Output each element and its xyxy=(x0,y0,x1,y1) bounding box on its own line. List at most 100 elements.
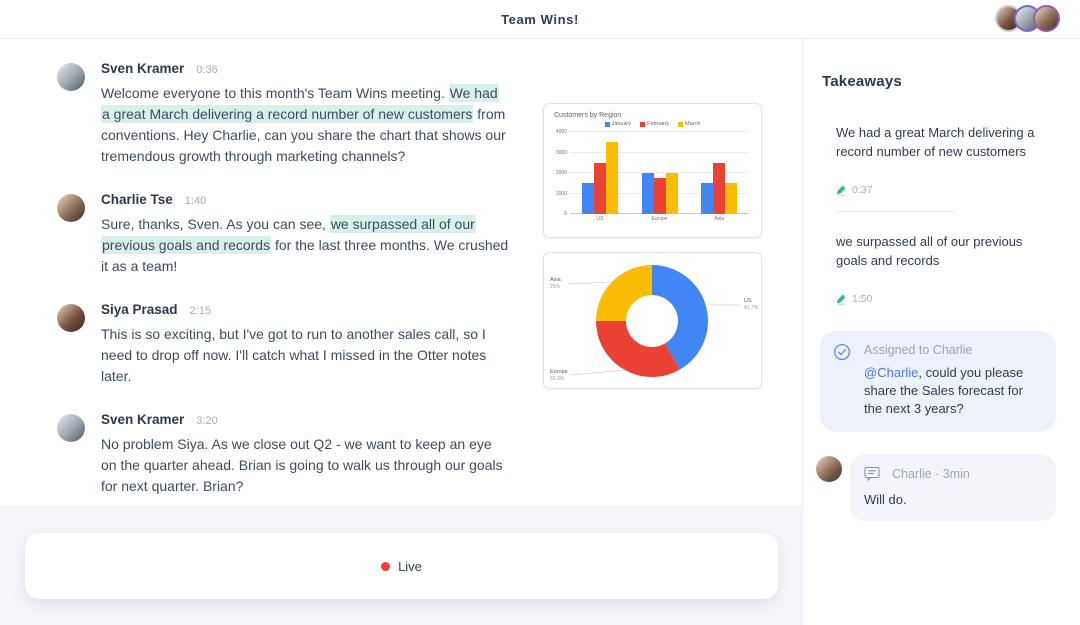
bar-chart-title: Customers by Region xyxy=(554,112,622,119)
participant-avatar[interactable] xyxy=(1033,5,1060,32)
y-axis-tick: 4000 xyxy=(555,129,567,135)
x-axis-label: Asia xyxy=(714,216,725,222)
transcript-message: Siya Prasad 2:15 This is so exciting, but … xyxy=(57,302,509,387)
donut-slice-us xyxy=(652,265,708,370)
bar-chart-legend: January February March xyxy=(552,121,753,127)
bar-chart-card: Customers by Region January February March… xyxy=(543,103,762,238)
speaker-name: Sven Kramer xyxy=(101,61,185,76)
gridline xyxy=(570,131,749,132)
shared-charts: Customers by Region January February March… xyxy=(543,103,762,389)
plain-text: Welcome everyone to this month's Team Wi… xyxy=(101,85,449,101)
plain-text: Sure, thanks, Sven. As you can see, xyxy=(101,216,330,232)
reply-text: Will do. xyxy=(864,492,907,507)
takeaway-item[interactable]: we surpassed all of our previous goals a… xyxy=(836,232,1056,305)
y-axis-tick: 1000 xyxy=(555,190,567,197)
message-text: This is so exciting, but I've got to run… xyxy=(101,324,509,387)
plain-text: from conventions. Hey Charlie, can you s… xyxy=(101,106,506,164)
donut-slice-europe xyxy=(596,321,680,377)
divider xyxy=(836,211,954,212)
legend-item: January xyxy=(604,121,631,127)
reply-card[interactable]: Charlie · 3min Will do. xyxy=(850,454,1056,521)
slice-label: US xyxy=(744,298,752,304)
speaker-avatar[interactable] xyxy=(57,414,85,442)
bar-march-europe xyxy=(665,173,678,214)
plain-text: for the last three months. We crushed it… xyxy=(101,237,509,274)
y-axis-tick: 2000 xyxy=(555,170,567,176)
slice-label: Asia xyxy=(550,277,562,283)
live-dot-icon xyxy=(381,561,391,571)
bar-group xyxy=(570,132,630,214)
participant-avatars xyxy=(995,5,1060,32)
reply-meta: Charlie · 3min xyxy=(892,466,970,481)
plain-text: This is so exciting, but I've got to run… xyxy=(101,326,487,384)
takeaways-panel: Takeaways We had a great March deliverin… xyxy=(803,39,1080,625)
speaker-avatar[interactable] xyxy=(57,194,85,222)
assignment-status: Assigned to Charlie xyxy=(864,343,973,357)
reply-row: Charlie · 3min Will do. xyxy=(816,454,1056,521)
y-axis-tick: 0 xyxy=(564,211,567,217)
bar-chart-x-labels: US Europe Asia xyxy=(570,216,749,222)
donut-chart-card: US 41.7% Europe 33.3% Asia 25% xyxy=(543,252,762,389)
slice-label: Europe xyxy=(550,369,568,375)
bar-january-europe xyxy=(641,173,654,214)
slice-percentage: 25% xyxy=(550,284,561,290)
bar-january-us xyxy=(581,183,594,214)
message-timestamp[interactable]: 2:15 xyxy=(189,305,211,317)
plain-text: No problem Siya. As we close out Q2 - we… xyxy=(101,436,503,494)
transcript: Sven Kramer 0:36 Welcome everyone to this … xyxy=(57,61,509,522)
takeaway-timestamp[interactable]: 0:37 xyxy=(852,184,873,196)
takeaway-timestamp[interactable]: 1:50 xyxy=(852,293,873,305)
slice-percentage: 33.3% xyxy=(550,376,565,382)
mention-link[interactable]: @Charlie xyxy=(864,365,919,380)
message-timestamp[interactable]: 0:36 xyxy=(196,64,218,76)
takeaway-item[interactable]: We had a great March delivering a record… xyxy=(836,123,1056,196)
x-axis-label: US xyxy=(596,216,604,222)
footer-area: Live xyxy=(0,505,802,625)
legend-swatch xyxy=(678,121,684,127)
speaker-name: Sven Kramer xyxy=(101,412,185,427)
message-timestamp[interactable]: 1:40 xyxy=(184,195,207,207)
assignment-body: , could you please share the Sales forec… xyxy=(864,365,1024,416)
takeaways-title: Takeaways xyxy=(822,73,902,90)
comment-icon xyxy=(864,466,880,481)
message-timestamp[interactable]: 3:20 xyxy=(196,415,218,427)
legend-item: March xyxy=(678,121,700,127)
gridline xyxy=(570,172,749,173)
legend-swatch xyxy=(640,121,646,127)
bar-january-asia xyxy=(701,183,714,214)
takeaway-text[interactable]: we surpassed all of our previous goals a… xyxy=(836,234,1023,268)
legend-swatch xyxy=(604,121,610,127)
x-axis-label: Europe xyxy=(651,216,668,222)
speaker-avatar[interactable] xyxy=(57,304,85,332)
bar-march-us xyxy=(605,142,618,214)
speaker-name: Siya Prasad xyxy=(101,302,178,317)
message-text: Sure, thanks, Sven. As you can see, we s… xyxy=(101,214,509,277)
assignment-card[interactable]: Assigned to Charlie @Charlie, could you … xyxy=(820,331,1056,432)
leader-line xyxy=(567,281,613,285)
transcript-message: Sven Kramer 0:36 Welcome everyone to this … xyxy=(57,61,509,167)
speaker-avatar[interactable] xyxy=(57,63,85,91)
transcript-panel: Sven Kramer 0:36 Welcome everyone to this … xyxy=(0,39,803,625)
assigned-check-icon[interactable] xyxy=(833,343,851,361)
bar-february-europe xyxy=(653,178,666,214)
reply-author-avatar[interactable] xyxy=(816,456,842,482)
message-text: No problem Siya. As we close out Q2 - we… xyxy=(101,434,509,497)
leader-line xyxy=(570,369,627,376)
bar-group xyxy=(630,132,690,214)
speaker-name: Charlie Tse xyxy=(101,192,173,207)
donut-slice-asia xyxy=(596,265,652,321)
takeaway-text[interactable]: We had a great March delivering a record… xyxy=(836,125,1035,159)
transcript-message: Charlie Tse 1:40 Sure, thanks, Sven. As yo… xyxy=(57,192,509,277)
bar-chart-plot: 0 1000 2000 3000 4000 xyxy=(556,129,749,217)
highlight-pen-icon xyxy=(836,185,846,196)
assignment-text: @Charlie, could you please share the Sal… xyxy=(864,364,1042,418)
highlight-pen-icon xyxy=(836,294,846,305)
takeaway-meta[interactable]: 0:37 xyxy=(836,184,1056,196)
takeaway-meta[interactable]: 1:50 xyxy=(836,293,1056,305)
bar-february-us xyxy=(593,162,606,214)
app-header: Team Wins! xyxy=(0,0,1080,39)
legend-item: February xyxy=(640,121,669,127)
y-axis-tick: 3000 xyxy=(555,149,567,156)
